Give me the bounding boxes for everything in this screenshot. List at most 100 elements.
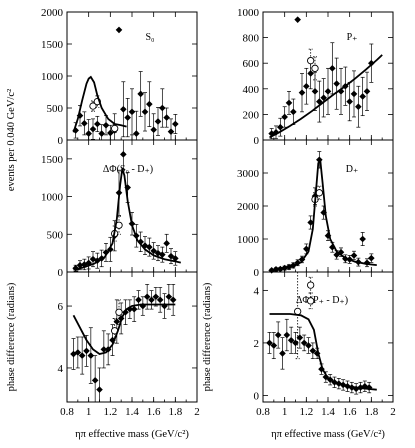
x-tick-label: 1.8 xyxy=(168,406,182,418)
fit-curve xyxy=(269,159,377,271)
data-point xyxy=(296,334,304,341)
data-point xyxy=(285,99,293,107)
panel-left-2: 0 500 1000 1500 ΔΦ(S₀ - D₊) xyxy=(41,139,198,279)
y-tick-label: 600 xyxy=(243,58,260,70)
data-point xyxy=(81,120,88,127)
data-point xyxy=(124,184,131,191)
x-axis-title: ηπ effective mass (GeV/c²) xyxy=(75,429,189,440)
data-point xyxy=(100,346,108,353)
data-point xyxy=(307,219,314,226)
data-point-open xyxy=(307,56,315,65)
data-point xyxy=(133,130,140,137)
data-point xyxy=(156,296,164,304)
fit-curve xyxy=(73,168,181,271)
x-tick-label: 1.6 xyxy=(343,406,357,418)
x-tick-label: 1 xyxy=(86,406,92,418)
x-tick-label: 1.2 xyxy=(299,406,313,418)
data-point xyxy=(169,296,177,304)
x-tick-label: 1.2 xyxy=(103,406,117,418)
data-point xyxy=(359,235,366,243)
data-point-open xyxy=(307,281,315,289)
data-point xyxy=(281,113,288,121)
data-point xyxy=(311,88,319,95)
y-axis-title: phase difference (radians) xyxy=(202,282,213,391)
data-point xyxy=(337,248,345,256)
data-point xyxy=(303,82,310,90)
data-point xyxy=(270,342,278,349)
y-tick-label: 400 xyxy=(243,84,260,96)
y-tick-label: 0 xyxy=(254,135,260,147)
y-tick-label: 500 xyxy=(47,229,64,241)
data-point xyxy=(350,90,358,98)
fit-curve xyxy=(72,75,127,133)
data-point xyxy=(279,350,286,357)
data-point xyxy=(333,251,340,259)
data-point xyxy=(316,156,323,164)
data-point xyxy=(94,120,101,128)
data-point xyxy=(102,121,110,129)
data-point xyxy=(96,386,103,393)
data-point xyxy=(324,232,332,239)
data-point xyxy=(120,151,127,158)
x-tick-label: 2 xyxy=(390,406,396,418)
data-point xyxy=(115,26,123,34)
data-point xyxy=(294,16,301,23)
y-tick-label: 2000 xyxy=(237,201,260,213)
data-point xyxy=(130,305,138,313)
data-point-open xyxy=(111,124,119,133)
data-point xyxy=(355,103,362,111)
y-tick-label: 1000 xyxy=(41,71,64,83)
panel-title: ΔΦ(P₊ - D₊) xyxy=(296,295,348,306)
panel-right-1: 0 200 400 600 800 1000 P₊ xyxy=(237,7,394,147)
data-point xyxy=(154,118,162,125)
data-point xyxy=(324,88,332,95)
y-tick-label: 500 xyxy=(47,103,64,115)
y-tick-label: 2 xyxy=(254,338,260,350)
data-point xyxy=(309,347,317,355)
data-point xyxy=(320,94,327,102)
data-point xyxy=(283,331,291,339)
x-tick-label: 0.8 xyxy=(60,406,74,418)
panel-title: ΔΦ(S₀ - D₊) xyxy=(103,164,153,175)
data-point xyxy=(85,130,92,137)
x-tick-label: 0.8 xyxy=(256,406,270,418)
data-point xyxy=(89,125,97,133)
data-point xyxy=(137,238,144,246)
data-point xyxy=(113,318,121,325)
y-tick-label: 3000 xyxy=(237,168,260,180)
data-point xyxy=(292,339,299,347)
data-point xyxy=(78,352,86,359)
panel-right-3: 0.8 1 1.2 1.4 1.6 1.8 2 0 2 4 ΔΦ(P₊ - D₊) phase dif… xyxy=(202,271,396,440)
x-tick-label: 2 xyxy=(194,406,200,418)
y-tick-label: 1000 xyxy=(237,7,260,19)
data-point xyxy=(167,128,175,135)
data-point xyxy=(74,349,82,356)
data-point xyxy=(368,59,375,67)
data-point xyxy=(120,105,127,113)
data-point-open xyxy=(315,189,323,197)
panel-frame xyxy=(66,139,198,273)
panel-title: S₀ xyxy=(145,32,155,43)
fit-curve xyxy=(269,54,383,139)
y-tick-label: 0 xyxy=(58,135,64,147)
data-point xyxy=(363,88,371,95)
data-point xyxy=(290,108,297,116)
data-point xyxy=(277,123,284,131)
panel-left-3: 0.8 1 1.2 1.4 1.6 1.8 2 4 6 phase difference (rad… xyxy=(6,271,200,440)
data-point-open xyxy=(89,102,97,110)
data-point xyxy=(148,296,155,304)
data-point xyxy=(172,120,179,128)
y-axis-title: phase difference (radians) xyxy=(6,282,17,391)
y-tick-label: 800 xyxy=(243,33,260,45)
data-point xyxy=(146,243,153,251)
data-point xyxy=(163,114,170,121)
data-point xyxy=(152,293,160,301)
data-point xyxy=(159,251,166,258)
data-point-open xyxy=(307,297,315,305)
data-point-open xyxy=(115,308,123,316)
data-point xyxy=(135,296,142,304)
data-point xyxy=(320,209,327,216)
fit-curve xyxy=(269,313,377,391)
